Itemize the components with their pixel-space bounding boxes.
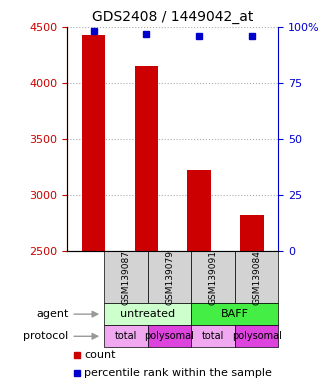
Bar <box>235 251 278 303</box>
Bar <box>191 303 278 325</box>
Text: BAFF: BAFF <box>221 309 249 319</box>
Text: protocol: protocol <box>23 331 98 341</box>
Bar <box>187 170 211 251</box>
Text: untreated: untreated <box>120 309 175 319</box>
Title: GDS2408 / 1449042_at: GDS2408 / 1449042_at <box>92 10 253 25</box>
Bar <box>134 66 158 251</box>
Text: GSM139079: GSM139079 <box>165 250 174 305</box>
Bar <box>104 325 148 348</box>
Text: agent: agent <box>36 309 98 319</box>
Bar <box>240 215 264 251</box>
Bar <box>104 303 191 325</box>
Text: GSM139087: GSM139087 <box>122 250 131 305</box>
Bar <box>148 251 191 303</box>
Bar <box>235 325 278 348</box>
Text: GSM139084: GSM139084 <box>252 250 261 305</box>
Text: percentile rank within the sample: percentile rank within the sample <box>84 368 272 378</box>
Text: polysomal: polysomal <box>145 331 195 341</box>
Bar <box>191 325 235 348</box>
Text: count: count <box>84 349 116 359</box>
Text: polysomal: polysomal <box>232 331 282 341</box>
Bar <box>191 251 235 303</box>
Text: total: total <box>115 331 137 341</box>
Bar <box>148 325 191 348</box>
Bar <box>104 251 148 303</box>
Text: total: total <box>202 331 224 341</box>
Text: GSM139091: GSM139091 <box>209 250 218 305</box>
Bar <box>82 35 106 251</box>
